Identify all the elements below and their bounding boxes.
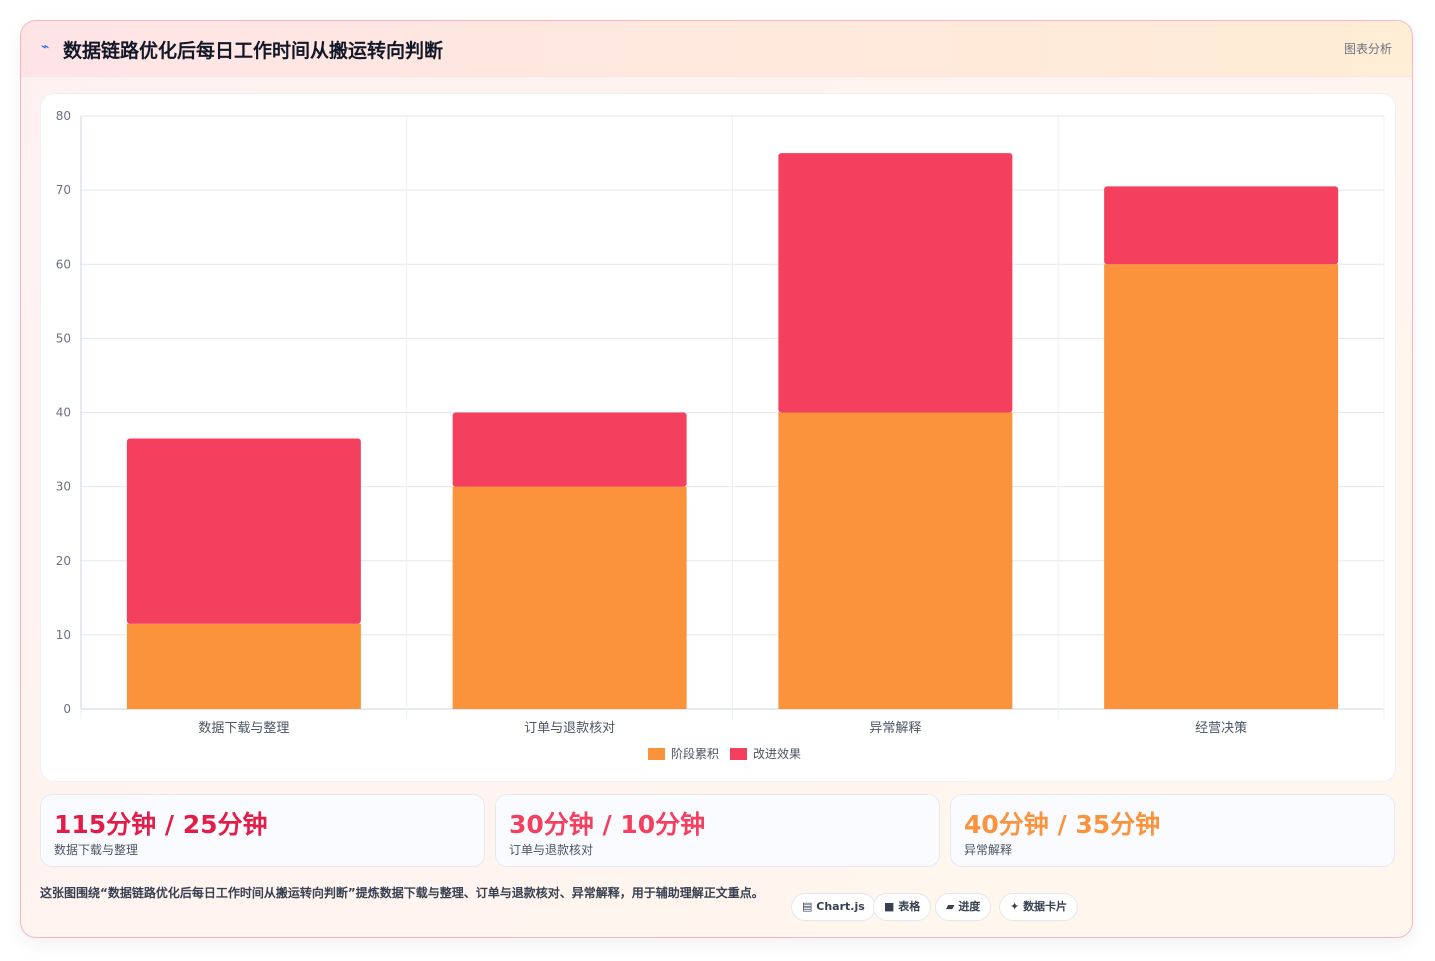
table-icon: ■ <box>884 900 895 913</box>
legend-swatch <box>648 748 665 760</box>
chart-analysis-label: 图表分析 <box>1343 42 1392 56</box>
y-tick-label: 30 <box>56 480 71 494</box>
stacked-bar-chart: 0 10 20 30 40 50 60 70 80 数据下载与整理 订单与退款核对 异常解释 经营决策阶… <box>56 109 1385 761</box>
card-header: ⌁ 数据链路优化后每日工作时间从搬运转向判断 图表分析 <box>21 21 1412 77</box>
stat-label: 异常解释 <box>964 843 1013 857</box>
bar-segment <box>452 412 687 487</box>
badge-progress[interactable]: ▰ 进度 <box>935 893 992 921</box>
bar-segment <box>126 438 361 624</box>
badge-label: Chart.js <box>816 900 865 913</box>
badge-label: 数据卡片 <box>1023 900 1068 913</box>
page-title: 数据链路优化后每日工作时间从搬运转向判断 <box>63 40 444 62</box>
y-tick-label: 80 <box>56 109 71 123</box>
stat-label: 订单与退款核对 <box>509 843 594 857</box>
bar-segment <box>778 412 1013 709</box>
stat-card: 40分钟 / 35分钟 异常解释 <box>950 794 1395 867</box>
progress-icon: ▰ <box>946 900 955 913</box>
stat-value: 40分钟 / 35分钟 <box>964 810 1161 839</box>
bar-segment <box>778 153 1013 413</box>
bar-segment <box>1104 264 1339 709</box>
stat-value: 115分钟 / 25分钟 <box>54 810 268 839</box>
badge-data-card[interactable]: ✦ 数据卡片 <box>999 893 1079 921</box>
chart-description: 这张图围绕“数据链路优化后每日工作时间从搬运转向判断”提炼数据下载与整理、订单与… <box>40 886 764 900</box>
x-tick-label: 订单与退款核对 <box>524 721 615 736</box>
stat-card: 30分钟 / 10分钟 订单与退款核对 <box>495 794 940 867</box>
y-tick-label: 20 <box>56 554 71 568</box>
badge-label: 进度 <box>958 900 981 913</box>
stat-value: 30分钟 / 10分钟 <box>509 810 706 839</box>
legend-swatch <box>730 748 747 760</box>
y-tick-label: 50 <box>56 331 71 345</box>
bar-segment <box>126 623 361 709</box>
badge-label: 表格 <box>898 900 921 913</box>
badge-chartjs[interactable]: ▤ Chart.js <box>791 893 876 921</box>
badge-table[interactable]: ■ 表格 <box>873 893 932 921</box>
legend-label: 阶段累积 <box>671 746 719 761</box>
legend-label: 改进效果 <box>753 746 801 761</box>
y-tick-label: 0 <box>63 702 71 716</box>
x-tick-label: 数据下载与整理 <box>198 721 289 736</box>
stat-card: 115分钟 / 25分钟 数据下载与整理 <box>40 794 485 867</box>
bar-segment <box>452 486 687 709</box>
y-tick-label: 10 <box>56 628 71 642</box>
y-tick-label: 70 <box>56 183 71 197</box>
chart-icon: ▤ <box>802 900 813 913</box>
y-tick-label: 40 <box>56 406 71 420</box>
x-tick-label: 异常解释 <box>869 721 921 736</box>
card-icon: ✦ <box>1010 900 1020 913</box>
bar-segment <box>1104 186 1339 265</box>
stat-cards: 115分钟 / 25分钟 数据下载与整理 30分钟 / 10分钟 订单与退款核对… <box>40 794 1396 867</box>
chart-container: 0 10 20 30 40 50 60 70 80 数据下载与整理 订单与退款核对 异常解释 经营决策阶… <box>40 93 1396 782</box>
x-tick-label: 经营决策 <box>1195 720 1247 736</box>
stat-label: 数据下载与整理 <box>54 843 139 857</box>
sparkle-icon: ⌁ <box>41 39 50 55</box>
y-tick-label: 60 <box>56 257 71 271</box>
chart-card: ⌁ 数据链路优化后每日工作时间从搬运转向判断 图表分析 0 10 20 30 40 50 6… <box>20 20 1413 938</box>
